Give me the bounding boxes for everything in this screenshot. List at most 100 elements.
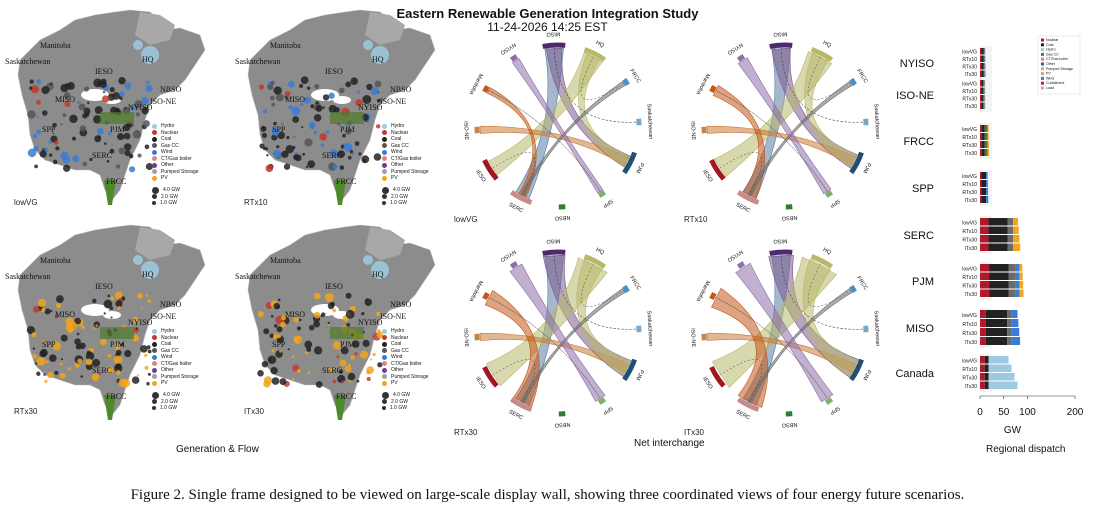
- chord-label-miso: MISO: [545, 237, 560, 244]
- legend-box: [1037, 35, 1081, 95]
- dispatch-section-label: Regional dispatch: [986, 444, 1066, 455]
- chord-arc-hq: [810, 254, 834, 269]
- generator-dot: [296, 326, 301, 331]
- generator-dot: [286, 135, 290, 140]
- generator-dot: [41, 86, 50, 95]
- generator-dot: [109, 86, 115, 93]
- dispatch-region-label: SPP: [912, 183, 934, 195]
- map-label-iso-ne: ISO-NE: [380, 312, 406, 321]
- generator-dot: [264, 146, 269, 151]
- wind-cluster: [100, 112, 134, 124]
- size-label: 2.0 GW: [391, 193, 408, 200]
- legend-swatch: [1041, 67, 1044, 71]
- generator-dot: [75, 343, 82, 350]
- chord-flow: [553, 255, 636, 330]
- map-label-hq: HQ: [372, 270, 384, 279]
- map-legend-item: CT/Gas boiler: [152, 156, 199, 163]
- dispatch-scenario-label: RTx10: [962, 275, 977, 281]
- generator-dot: [315, 381, 323, 388]
- dispatch-bar-segment: [1007, 218, 1014, 226]
- generator-dot: [42, 110, 48, 116]
- dispatch-bar-segment: [1011, 319, 1019, 327]
- generator-dot: [347, 372, 356, 381]
- map-label-hq: HQ: [372, 55, 384, 64]
- generator-dot: [131, 376, 140, 384]
- generator-dot: [336, 355, 340, 359]
- generator-dot: [273, 302, 280, 310]
- legend-swatch: [1041, 48, 1044, 52]
- chord-scenario-label: ITx30: [684, 428, 705, 437]
- generator-dot: [39, 350, 47, 358]
- map-legend-item: Wind: [152, 149, 199, 156]
- map-panel-ITx30: Manitoba Saskatchewan IESO HQ MISO NBSO ISO-NE…: [235, 224, 436, 420]
- generator-dot: [50, 82, 53, 86]
- generator-dot: [299, 84, 304, 89]
- generator-dot: [39, 150, 47, 158]
- dispatch-bar-segment: [988, 226, 1008, 234]
- legend-swatch: [382, 380, 387, 386]
- dispatch-bar-segment: [985, 328, 1008, 336]
- generator-dot: [79, 125, 87, 132]
- generator-dot: [306, 86, 311, 90]
- size-swatch: [152, 201, 156, 206]
- chord-label-serc: SERC: [735, 409, 751, 421]
- generator-dot: [37, 298, 47, 308]
- maps-section-label: Generation & Flow: [176, 444, 259, 455]
- map-legend-item: Pumped Storage: [152, 374, 199, 381]
- legend-swatch: [1041, 43, 1044, 47]
- generator-dot: [57, 349, 60, 352]
- legend-swatch: [382, 162, 387, 168]
- dispatch-bar-segment: [984, 364, 989, 372]
- chord-arc-manitoba: [709, 84, 717, 94]
- generator-dot: [281, 315, 286, 321]
- maps-svg: Manitoba Saskatchewan IESO HQ MISO NBSO ISO-NE…: [5, 9, 436, 420]
- dispatch-bar-segment: [980, 63, 982, 70]
- dispatch-bar-segment: [981, 125, 985, 132]
- chord-label-pjm: PJM: [861, 161, 872, 174]
- chord-label-nyiso: NYISO: [725, 248, 743, 263]
- chord-label-nbso: NBSO: [554, 421, 571, 428]
- size-label: 1.0 GW: [390, 405, 407, 411]
- generator-dot: [74, 338, 81, 345]
- generator-dot: [271, 134, 278, 141]
- map-legend-item: Nuclear: [382, 335, 429, 342]
- dispatch-bar-segment: [983, 102, 985, 109]
- chord-diagram-RTx10: MISO HQ FRCC Saskatchewan PJM SPP NBSO SERC IESO…: [689, 30, 880, 221]
- dispatch-bar-segment: [988, 373, 1015, 381]
- generator-dot: [140, 306, 143, 309]
- chord-label-serc: SERC: [735, 202, 751, 214]
- generator-dot: [306, 347, 312, 353]
- dispatch-bar-segment: [988, 243, 1008, 251]
- dispatch-bar-segment: [1011, 310, 1018, 318]
- dispatch-xlabel: GW: [1004, 425, 1022, 436]
- generator-dot: [143, 120, 150, 127]
- dispatch-bar-segment: [980, 264, 990, 272]
- generator-dot: [313, 292, 321, 300]
- lake: [81, 304, 109, 316]
- generator-dot: [322, 94, 330, 101]
- legend-swatch: [382, 328, 387, 334]
- generator-dot: [124, 150, 131, 157]
- legend-swatch: [382, 374, 387, 380]
- dispatch-scenario-label: ITx30: [964, 72, 977, 78]
- legend-swatch: [152, 143, 157, 149]
- generator-dot: [32, 347, 36, 350]
- dispatch-bar-segment: [981, 70, 984, 77]
- legend-label: CT/Gas boiler: [1046, 57, 1069, 61]
- map-label-ieso: IESO: [325, 67, 343, 76]
- legend-label: Nuclear: [1046, 38, 1059, 42]
- chord-flow: [780, 48, 863, 123]
- map-legend-item: Pumped Storage: [382, 169, 429, 176]
- generator-dot: [292, 116, 300, 123]
- dispatch-bar-segment: [981, 55, 984, 62]
- dispatch-region-miso: MISO lowVG RTx10 RTx30 ITx30: [906, 308, 1021, 348]
- generator-dot: [102, 90, 106, 94]
- legend-label: Pumped Storage: [161, 373, 199, 380]
- dispatch-scenario-label: ITx30: [964, 104, 977, 110]
- dispatch-bar-segment: [983, 80, 985, 87]
- map-legend-item: Gas CC: [152, 143, 199, 150]
- dispatch-region-serc: SERC lowVG RTx10 RTx30 ITx30: [903, 216, 1021, 254]
- dispatch-x-axis: 0 50 100 200 GW: [977, 395, 1084, 436]
- chord-arc-miso: [769, 42, 793, 49]
